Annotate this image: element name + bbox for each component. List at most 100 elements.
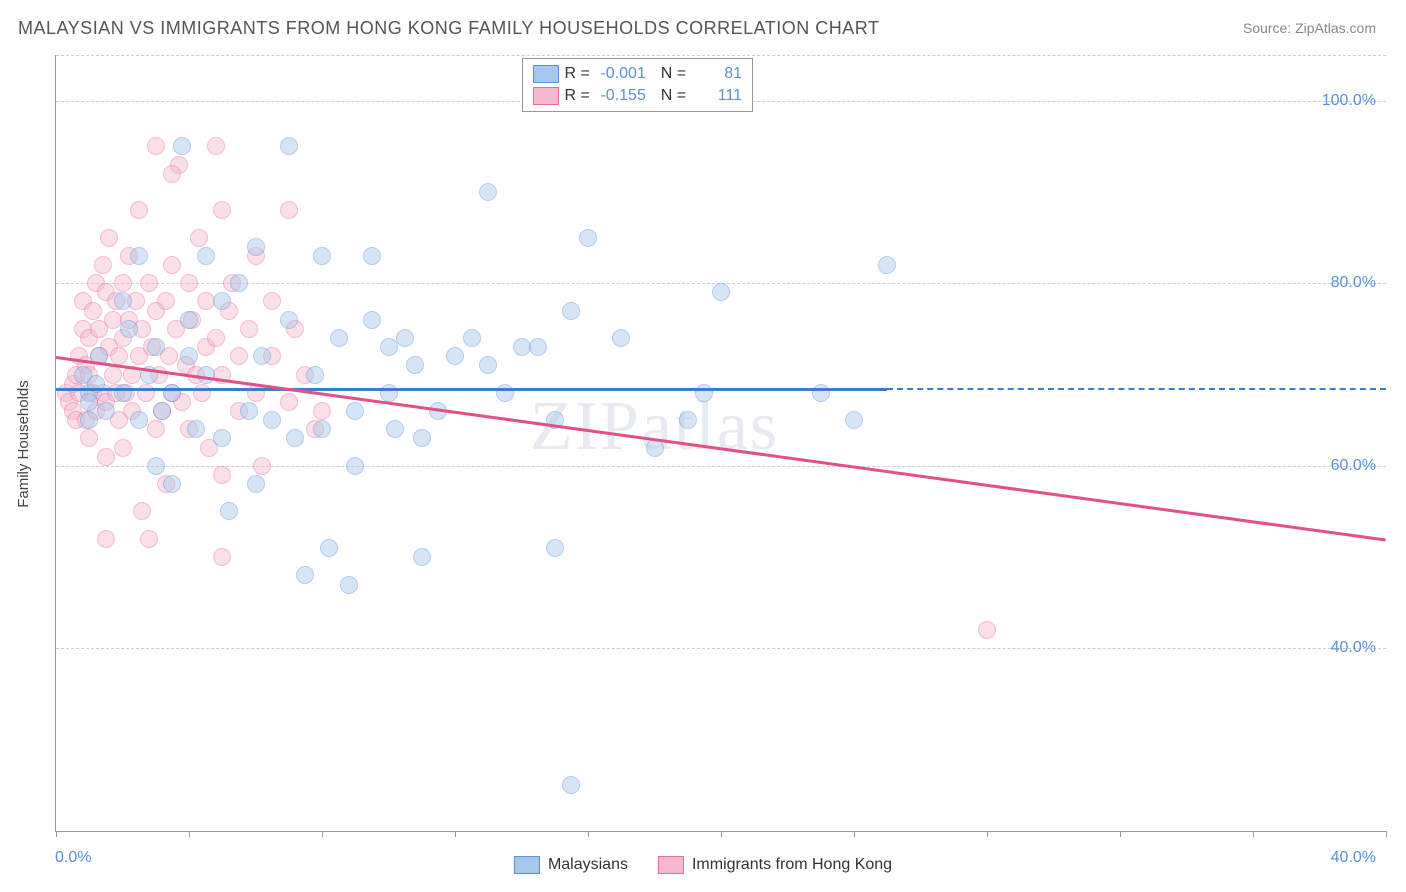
trend-line xyxy=(56,388,887,391)
data-point xyxy=(213,201,231,219)
data-point xyxy=(84,302,102,320)
data-point xyxy=(363,311,381,329)
data-point xyxy=(163,256,181,274)
data-point xyxy=(114,439,132,457)
data-point xyxy=(180,347,198,365)
data-point xyxy=(147,420,165,438)
data-point xyxy=(562,776,580,794)
data-point xyxy=(137,384,155,402)
data-point xyxy=(130,201,148,219)
legend-row: R = -0.155 N = 111 xyxy=(533,85,743,107)
data-point xyxy=(712,283,730,301)
data-point xyxy=(190,229,208,247)
legend-r-label: R = xyxy=(565,65,590,83)
data-point xyxy=(413,429,431,447)
data-point xyxy=(247,238,265,256)
data-point xyxy=(94,256,112,274)
legend-r-value: -0.001 xyxy=(596,65,646,83)
x-tick xyxy=(189,831,190,837)
data-point xyxy=(80,429,98,447)
legend-swatch-icon xyxy=(658,856,684,874)
data-point xyxy=(306,366,324,384)
data-point xyxy=(104,366,122,384)
x-tick xyxy=(1120,831,1121,837)
trend-line-dash xyxy=(887,388,1386,390)
legend-n-label: N = xyxy=(652,87,686,105)
data-point xyxy=(130,247,148,265)
data-point xyxy=(163,475,181,493)
data-point xyxy=(406,356,424,374)
data-point xyxy=(280,311,298,329)
y-tick-label: 80.0% xyxy=(1331,274,1376,292)
x-axis-max-label: 40.0% xyxy=(1331,849,1376,867)
data-point xyxy=(207,137,225,155)
data-point xyxy=(878,256,896,274)
data-point xyxy=(213,429,231,447)
data-point xyxy=(114,384,132,402)
data-point xyxy=(346,457,364,475)
data-point xyxy=(695,384,713,402)
data-point xyxy=(140,274,158,292)
data-point xyxy=(140,530,158,548)
gridline xyxy=(56,648,1386,649)
data-point xyxy=(463,329,481,347)
data-point xyxy=(230,347,248,365)
data-point xyxy=(97,530,115,548)
legend-bottom: Malaysians Immigrants from Hong Kong xyxy=(514,856,892,874)
data-point xyxy=(496,384,514,402)
y-axis-title: Family Households xyxy=(15,380,32,508)
data-point xyxy=(413,548,431,566)
data-point xyxy=(320,539,338,557)
data-point xyxy=(263,292,281,310)
data-point xyxy=(147,338,165,356)
x-tick xyxy=(588,831,589,837)
gridline xyxy=(56,55,1386,56)
data-point xyxy=(845,411,863,429)
legend-stats: R = -0.001 N = 81 R = -0.155 N = 111 xyxy=(522,58,754,112)
data-point xyxy=(230,274,248,292)
data-point xyxy=(313,402,331,420)
data-point xyxy=(479,183,497,201)
data-point xyxy=(346,402,364,420)
data-point xyxy=(812,384,830,402)
data-point xyxy=(207,329,225,347)
data-point xyxy=(97,402,115,420)
x-tick xyxy=(987,831,988,837)
legend-swatch-icon xyxy=(533,65,559,83)
data-point xyxy=(180,311,198,329)
data-point xyxy=(153,402,171,420)
data-point xyxy=(280,201,298,219)
data-point xyxy=(213,548,231,566)
data-point xyxy=(197,247,215,265)
legend-label: Immigrants from Hong Kong xyxy=(692,856,892,874)
chart-area: Family Households ZIPatlas R = -0.001 N … xyxy=(55,55,1386,832)
y-tick-label: 60.0% xyxy=(1331,457,1376,475)
trend-line xyxy=(56,356,1386,542)
data-point xyxy=(114,292,132,310)
legend-item: Malaysians xyxy=(514,856,628,874)
data-point xyxy=(80,411,98,429)
x-tick xyxy=(1386,831,1387,837)
y-tick-label: 100.0% xyxy=(1322,92,1376,110)
data-point xyxy=(97,448,115,466)
data-point xyxy=(612,329,630,347)
data-point xyxy=(80,393,98,411)
data-point xyxy=(313,247,331,265)
legend-swatch-icon xyxy=(533,87,559,105)
data-point xyxy=(296,566,314,584)
data-point xyxy=(253,347,271,365)
data-point xyxy=(247,475,265,493)
data-point xyxy=(173,137,191,155)
data-point xyxy=(978,621,996,639)
data-point xyxy=(187,420,205,438)
data-point xyxy=(562,302,580,320)
data-point xyxy=(280,393,298,411)
data-point xyxy=(130,411,148,429)
legend-n-value: 81 xyxy=(692,65,742,83)
data-point xyxy=(446,347,464,365)
data-point xyxy=(163,165,181,183)
data-point xyxy=(213,466,231,484)
data-point xyxy=(546,539,564,557)
data-point xyxy=(263,411,281,429)
legend-item: Immigrants from Hong Kong xyxy=(658,856,892,874)
